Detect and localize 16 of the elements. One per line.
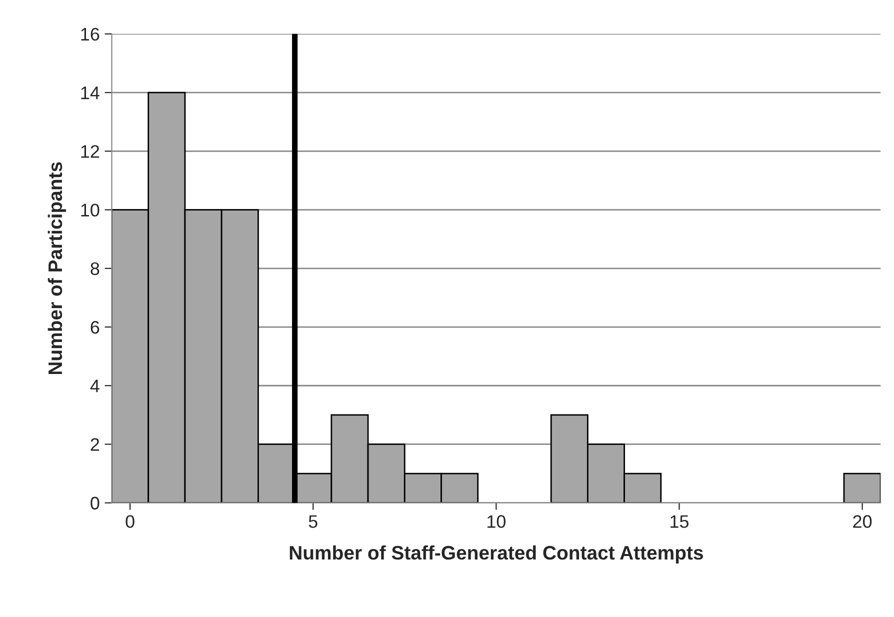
x-tick-label: 5 bbox=[308, 515, 318, 528]
y-tick-label: 16 bbox=[81, 28, 100, 41]
x-tick-label: 10 bbox=[488, 515, 506, 528]
x-tick-label: 15 bbox=[670, 515, 689, 528]
y-tick-label: 0 bbox=[90, 496, 100, 510]
y-tick-label: 10 bbox=[81, 204, 100, 216]
y-tick-label: 8 bbox=[90, 262, 100, 276]
x-axis-title: Number of Staff-Generated Contact Attempts bbox=[290, 545, 703, 564]
y-tick-label: 4 bbox=[90, 380, 100, 392]
y-tick-label: 14 bbox=[81, 86, 100, 100]
y-tick-label: 12 bbox=[81, 145, 100, 158]
x-tick-label: 0 bbox=[126, 515, 134, 528]
y-tick-label: 2 bbox=[90, 438, 100, 451]
y-tick-label: 6 bbox=[90, 320, 100, 334]
y-axis-title: Number of Participants bbox=[48, 162, 66, 374]
x-tick-label: 20 bbox=[853, 515, 872, 528]
